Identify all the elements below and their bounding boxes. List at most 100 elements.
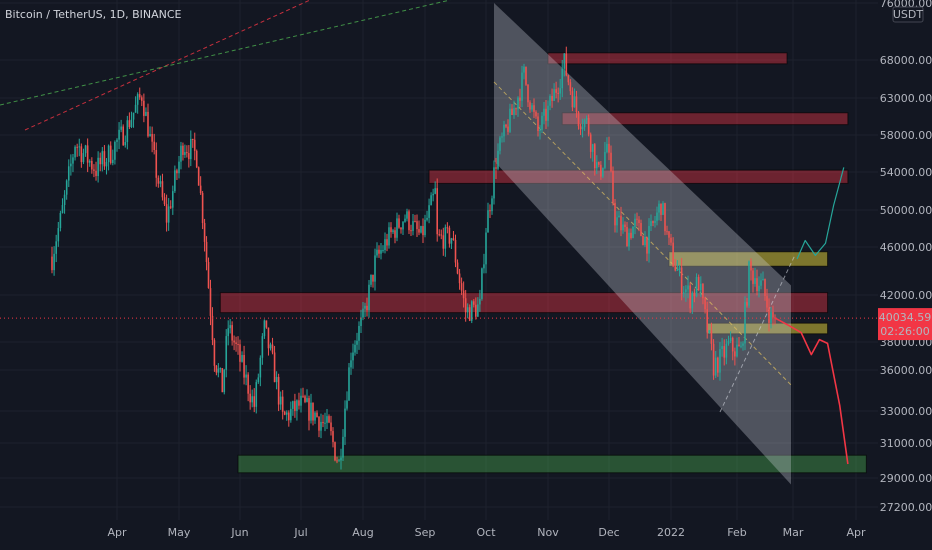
candle-body (386, 239, 388, 246)
time-tick-label: Aug (352, 526, 373, 539)
candle-body (742, 343, 744, 346)
candle-body (143, 100, 145, 116)
candle-body (638, 219, 640, 224)
candle (614, 198, 616, 233)
candle-body (124, 142, 127, 146)
candle-body (485, 232, 487, 265)
candle (432, 188, 434, 202)
candle-body (770, 312, 772, 323)
candle-body (585, 117, 588, 121)
candle (685, 285, 687, 302)
price-zones (219, 52, 867, 474)
candle (414, 214, 416, 223)
candle (65, 179, 68, 200)
candle (186, 145, 188, 158)
candle (535, 110, 537, 119)
candle (390, 222, 392, 238)
candle-body (195, 150, 198, 168)
candle-body (382, 250, 384, 252)
candle (124, 135, 127, 148)
candle-body (672, 242, 674, 267)
candle (74, 145, 76, 161)
candle-body (608, 143, 610, 153)
candle (143, 93, 145, 123)
time-axis[interactable]: Apr May Jun Jul Aug Sep Oct Nov Dec 2022 Feb Mar Apr (107, 526, 866, 539)
currency-badge[interactable]: USDT (892, 6, 924, 23)
candle (151, 126, 153, 153)
candle-body (708, 330, 711, 333)
candle (300, 388, 302, 413)
candle (155, 142, 158, 187)
candle-body (356, 340, 358, 345)
candle-body (312, 402, 314, 421)
candle-body (332, 431, 334, 443)
candle-body (764, 279, 766, 297)
candle-body (203, 223, 206, 242)
candle (356, 332, 358, 355)
candle-body (122, 126, 124, 146)
candle (366, 297, 368, 317)
candle-body (221, 368, 224, 393)
candle (219, 367, 222, 373)
candle (318, 416, 320, 438)
candle (501, 132, 503, 143)
candle (539, 125, 541, 140)
candle-body (136, 94, 139, 105)
candle-body (390, 227, 392, 233)
candle (255, 379, 258, 414)
candle (205, 236, 208, 271)
candle-body (468, 307, 471, 321)
candle-body (642, 235, 644, 246)
price-axis[interactable]: 76000.00 68000.00 63000.00 58000.00 54000.00… (880, 0, 932, 514)
candle (410, 224, 412, 237)
candle (529, 100, 531, 113)
candle (118, 122, 120, 150)
candle (606, 137, 608, 154)
candle (448, 225, 451, 248)
candle (687, 275, 689, 299)
candle-body (290, 408, 292, 421)
candle-body (374, 255, 376, 282)
candle (67, 159, 70, 188)
candle-body (448, 227, 451, 244)
candle-body (190, 139, 192, 160)
candle (466, 303, 469, 319)
candle-body (676, 269, 679, 271)
candle (59, 210, 62, 232)
candle (101, 147, 104, 172)
candle (680, 258, 683, 301)
candle-body (648, 226, 650, 254)
candle-body (740, 345, 742, 347)
candle (153, 133, 155, 155)
candle (112, 149, 114, 166)
candle-body (630, 232, 632, 239)
candle (523, 63, 525, 80)
candle-body (620, 215, 622, 231)
candle (581, 118, 584, 138)
currency-badge-label: USDT (893, 8, 924, 21)
candle (130, 111, 133, 129)
candle (176, 168, 178, 180)
candle-body (334, 442, 336, 461)
candle-body (358, 326, 360, 341)
candle (505, 123, 507, 129)
candle (600, 161, 602, 180)
candle (702, 283, 704, 305)
candle (304, 394, 306, 404)
candle-body (265, 320, 268, 328)
candle-body (721, 346, 723, 349)
candle-body (336, 460, 338, 462)
candle (648, 218, 650, 263)
candle (616, 211, 618, 233)
candle (231, 321, 233, 346)
candle (598, 161, 600, 168)
candle-body (503, 124, 505, 137)
candle (322, 414, 324, 428)
candle-body (151, 134, 153, 142)
candle (452, 230, 455, 241)
candle-body (65, 180, 68, 195)
candle (674, 259, 677, 272)
price-tick-label: 27200.00 (880, 501, 932, 514)
candle-body (402, 221, 404, 230)
